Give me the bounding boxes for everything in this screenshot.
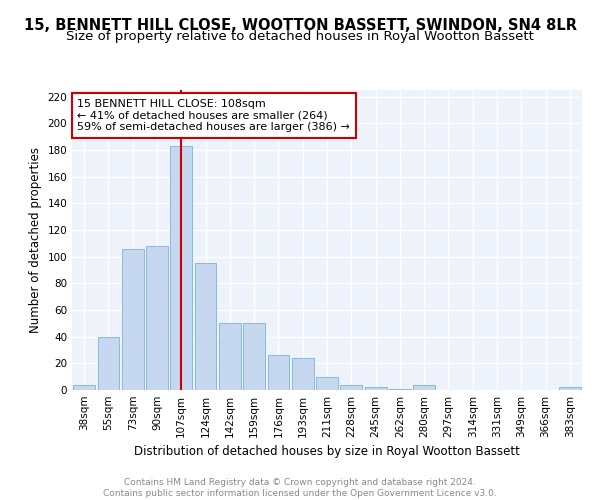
Text: Size of property relative to detached houses in Royal Wootton Bassett: Size of property relative to detached ho… (66, 30, 534, 43)
Bar (219, 324, 241, 390)
Bar (146, 246, 168, 390)
X-axis label: Distribution of detached houses by size in Royal Wootton Bassett: Distribution of detached houses by size … (134, 446, 520, 458)
Bar (243, 324, 265, 390)
Bar (292, 358, 314, 390)
Bar (365, 388, 386, 390)
Bar (170, 146, 192, 390)
Bar (340, 384, 362, 390)
Bar (316, 376, 338, 390)
Bar (559, 388, 581, 390)
Bar (389, 388, 411, 390)
Bar (122, 248, 143, 390)
Bar (268, 356, 289, 390)
Bar (413, 384, 435, 390)
Text: 15 BENNETT HILL CLOSE: 108sqm
← 41% of detached houses are smaller (264)
59% of : 15 BENNETT HILL CLOSE: 108sqm ← 41% of d… (77, 99, 350, 132)
Bar (97, 336, 119, 390)
Y-axis label: Number of detached properties: Number of detached properties (29, 147, 42, 333)
Text: Contains HM Land Registry data © Crown copyright and database right 2024.
Contai: Contains HM Land Registry data © Crown c… (103, 478, 497, 498)
Text: 15, BENNETT HILL CLOSE, WOOTTON BASSETT, SWINDON, SN4 8LR: 15, BENNETT HILL CLOSE, WOOTTON BASSETT,… (23, 18, 577, 32)
Bar (194, 264, 217, 390)
Bar (73, 384, 95, 390)
